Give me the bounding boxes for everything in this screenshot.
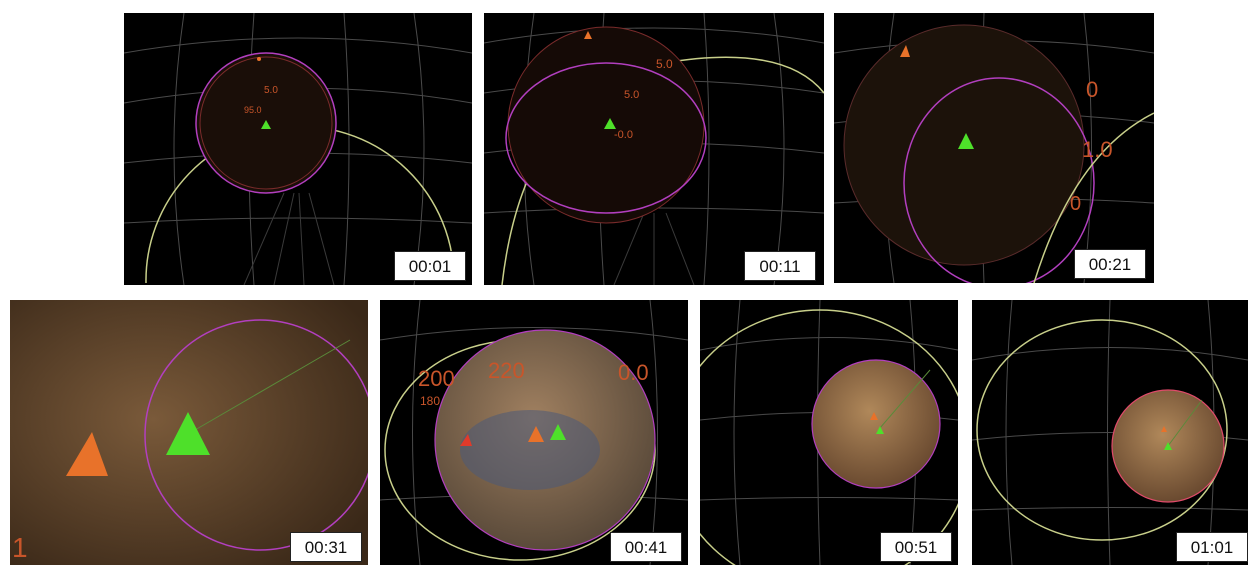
frame-5-timestamp: 00:41 <box>610 532 682 562</box>
frame-1-scene <box>124 13 472 285</box>
orange-marker <box>257 57 261 61</box>
frame-1: 5.0 95.0 00:01 <box>124 13 472 285</box>
planet-ring <box>903 77 1095 283</box>
orbit-ellipse <box>700 309 958 565</box>
planet-sphere <box>812 360 940 488</box>
frame-2: 5.0 5.0 -0.0 00:11 <box>484 13 824 285</box>
planet-ring <box>434 329 656 551</box>
frame-6-scene <box>700 300 958 565</box>
green-marker <box>550 424 566 440</box>
frame-7: 01:01 <box>972 300 1248 565</box>
frame-3-label-2: 1.0 <box>1082 137 1113 162</box>
frame-3: 0 1.0 0 00:21 <box>834 13 1154 283</box>
frame-3-label-3: 0 <box>1070 193 1082 215</box>
orange-marker <box>584 31 592 39</box>
planet-ring <box>811 359 941 489</box>
frame-4-label-1: 1 <box>12 532 28 563</box>
frame-5: 200 220 0.0 180 00:41 <box>380 300 688 565</box>
green-marker <box>1164 442 1172 450</box>
frame-4-scene <box>10 300 368 565</box>
green-marker <box>261 120 271 129</box>
orange-marker <box>66 432 108 476</box>
frame-5-label-1: 200 <box>418 366 455 391</box>
frame-6-timestamp: 00:51 <box>880 532 952 562</box>
frame-3-timestamp: 00:21 <box>1074 249 1146 279</box>
frame-1-label-1: 5.0 <box>264 85 278 96</box>
frame-2-label-3: -0.0 <box>614 129 633 141</box>
green-marker <box>166 412 210 455</box>
orbit-ellipse <box>1033 112 1154 283</box>
planet-sphere <box>507 26 705 224</box>
frame-4-timestamp: 00:31 <box>290 532 362 562</box>
planet-ring <box>505 62 707 214</box>
planet-ring <box>144 319 368 551</box>
frame-2-scene <box>484 13 824 285</box>
frame-7-scene <box>972 300 1248 565</box>
frame-5-label-2: 220 <box>488 358 525 383</box>
green-marker <box>958 133 974 149</box>
frame-2-label-1: 5.0 <box>656 57 673 71</box>
planet-ring <box>1111 389 1225 503</box>
frame-2-label-2: 5.0 <box>624 89 640 101</box>
frame-3-scene <box>834 13 1154 283</box>
frame-3-label-1: 0 <box>1086 77 1099 102</box>
frame-6: 00:51 <box>700 300 958 565</box>
frame-5-scene <box>380 300 688 565</box>
frame-7-timestamp: 01:01 <box>1176 532 1248 562</box>
frame-2-timestamp: 00:11 <box>744 251 816 281</box>
frame-1-label-2: 95.0 <box>244 105 262 115</box>
orange-marker <box>1161 426 1167 432</box>
frame-1-timestamp: 00:01 <box>394 251 466 281</box>
orange-marker <box>528 426 544 442</box>
green-marker <box>876 426 884 434</box>
orange-marker <box>870 412 878 420</box>
orange-marker <box>900 45 910 57</box>
red-marker <box>460 434 472 446</box>
frame-5-label-3: 0.0 <box>618 360 649 385</box>
frame-5-label-4: 180 <box>420 394 441 408</box>
green-marker <box>604 118 616 129</box>
orbit-ellipse <box>976 319 1228 541</box>
frame-4: 1 00:31 <box>10 300 368 565</box>
